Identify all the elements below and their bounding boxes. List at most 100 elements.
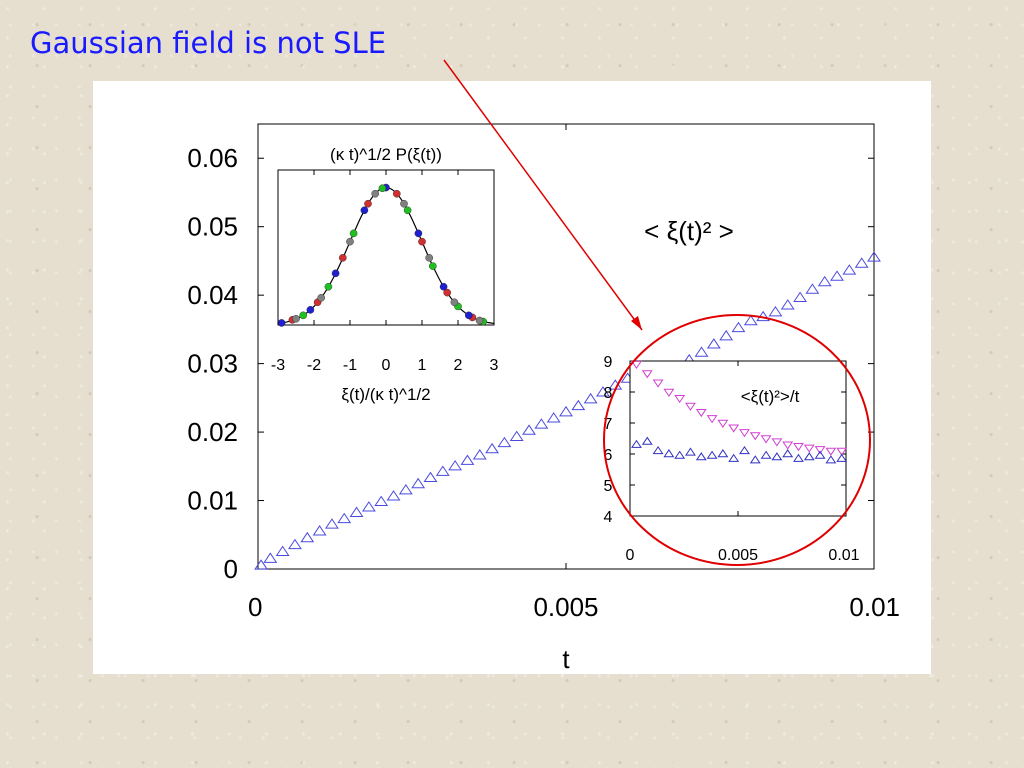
main-data-point — [731, 321, 746, 333]
inset-bottom-data-point — [739, 429, 750, 438]
inset-bottom-data-point — [717, 449, 729, 458]
inset-bottom-data-point — [674, 450, 686, 459]
inset-top-x-tick-label: -2 — [307, 357, 321, 374]
inset-top-data-point — [428, 262, 437, 270]
main-data-point — [448, 460, 463, 471]
inset-top-x-tick-label: -1 — [343, 357, 357, 374]
inset-bottom-data-point — [836, 447, 848, 456]
inset-top-x-tick-label: 0 — [382, 357, 391, 374]
main-y-tick-label: 0 — [224, 554, 238, 584]
main-data-point — [361, 501, 376, 512]
main-data-point — [485, 442, 500, 454]
inset-top-data-point — [403, 206, 412, 215]
inset-bottom-series — [631, 360, 848, 464]
main-data-point — [793, 291, 808, 302]
main-data-point — [263, 552, 278, 563]
inset-top-data-point — [450, 298, 459, 307]
main-data-point — [423, 471, 438, 483]
inset-bottom-data-point — [685, 447, 696, 456]
inset-bottom-data-point — [706, 415, 718, 424]
main-data-point — [435, 465, 450, 476]
inset-top-data-point — [443, 288, 452, 297]
inset-bottom-x-tick-label: 0.005 — [718, 547, 758, 564]
inset-top-x-tick-label: 1 — [418, 357, 427, 374]
inset-bottom-data-point — [749, 455, 761, 464]
inset-bottom-data-point — [685, 402, 696, 411]
inset-top-data-point — [378, 184, 387, 193]
inset-bottom-y-tick-label: 4 — [604, 509, 613, 526]
inset-top-data-point — [292, 314, 300, 323]
inset-top-series — [277, 183, 488, 327]
main-data-point — [534, 418, 549, 429]
main-data-point — [522, 424, 536, 435]
inset-bottom-data-point — [771, 452, 783, 461]
main-data-point — [596, 386, 610, 397]
inset-bottom-data-point — [631, 360, 642, 370]
inset-bottom-data-point — [771, 438, 783, 447]
annotation-arrow — [443, 59, 643, 331]
main-data-point — [312, 525, 327, 536]
main-data-point — [583, 392, 598, 404]
inset-bottom-y-tick-label: 5 — [604, 478, 613, 495]
inset-bottom-data-point — [717, 419, 729, 428]
inset-bottom-data-point — [793, 443, 804, 452]
main-x-tick-label: 0 — [248, 592, 262, 622]
inset-top-data-point — [371, 189, 380, 198]
main-data-point — [805, 283, 820, 294]
main-axis-ticks: 0 0.01 0.02 0.03 0.04 0.05 0.06 0 0.005 0.01 — [187, 124, 900, 622]
main-y-tick-label: 0.04 — [187, 280, 238, 310]
inset-top-data-point — [324, 282, 333, 291]
inset-top-data-point — [392, 189, 401, 198]
main-data-point — [719, 329, 734, 341]
inset-bottom-data-point — [652, 445, 664, 455]
inset-bottom-data-point — [825, 455, 837, 464]
inset-bottom-data-point — [803, 452, 815, 461]
inset-bottom-data-point — [695, 452, 707, 461]
inset-bottom-y-tick-label: 9 — [604, 354, 613, 371]
main-data-point — [337, 512, 352, 524]
inset-top-data-point — [349, 229, 358, 238]
inset-bottom-data-point — [728, 424, 740, 433]
inset-top-data-point — [306, 306, 315, 314]
inset-bottom-data-point — [663, 449, 675, 458]
main-data-point — [694, 346, 709, 357]
inset-bottom-data-point — [749, 432, 761, 441]
main-data-point — [288, 538, 302, 550]
main-data-point — [817, 275, 832, 287]
inset-top-x-tick-label: -3 — [271, 357, 285, 374]
inset-top-data-point — [360, 206, 369, 215]
inset-bottom-data-point — [739, 445, 750, 455]
main-data-point — [386, 490, 401, 501]
inset-top-data-point — [464, 311, 473, 320]
inset-top-data-point — [439, 282, 448, 291]
main-data-point — [867, 251, 881, 262]
inset-bottom-data-point — [706, 450, 718, 459]
inset-top-x-label: ξ(t)/(κ t)^1/2 — [341, 385, 430, 404]
main-x-tick-label: 0.005 — [533, 592, 598, 622]
inset-top-data-point — [338, 254, 347, 262]
inset-bottom-data-point — [803, 444, 815, 453]
main-data-point — [780, 299, 795, 310]
main-data-point — [830, 270, 844, 281]
inset-top-data-point — [317, 293, 326, 302]
main-data-point — [411, 477, 426, 489]
main-data-point — [349, 506, 364, 517]
main-data-point — [842, 264, 857, 275]
main-x-axis-label: t — [562, 644, 570, 674]
inset-bottom-data-point — [814, 450, 826, 459]
inset-bottom-data-point — [793, 453, 804, 462]
main-data-point — [571, 399, 586, 411]
main-data-point — [300, 531, 315, 543]
inset-top-data-point — [299, 311, 308, 320]
inset-top-axis-ticks: -3 -2 -1 0 1 2 3 — [271, 170, 499, 374]
inset-bottom-data-point — [782, 441, 794, 450]
inset-bottom-frame — [629, 360, 847, 517]
main-data-point — [768, 305, 783, 317]
inset-top-data-point — [331, 269, 340, 278]
inset-bottom-data-point — [760, 435, 772, 444]
inset-top-x-tick-label: 3 — [490, 357, 499, 374]
main-data-point — [398, 483, 413, 495]
inset-top-data-point — [400, 199, 408, 208]
main-data-point — [460, 454, 475, 465]
main-data-point — [497, 436, 512, 448]
